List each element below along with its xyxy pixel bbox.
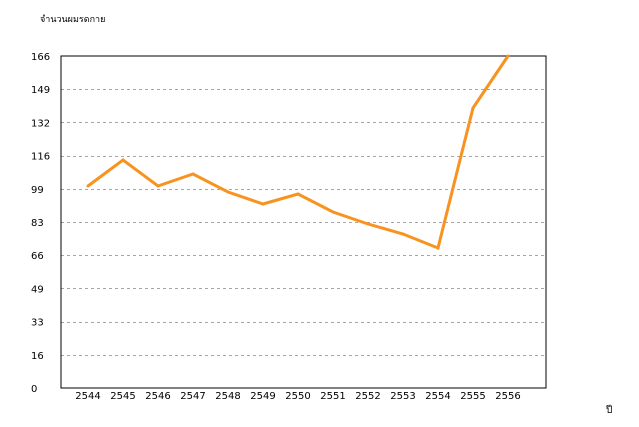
x-tick-label: 2552 — [355, 391, 380, 402]
y-tick-label: 0 — [31, 384, 37, 395]
y-axis-ticks: 0 16 33 49 66 83 99 116 132 149 166 — [31, 52, 50, 395]
y-tick-label: 83 — [31, 218, 44, 229]
data-point — [401, 232, 405, 236]
x-tick-label: 2547 — [180, 391, 205, 402]
y-tick-label: 132 — [31, 118, 50, 129]
data-point — [366, 222, 370, 226]
x-tick-label: 2556 — [495, 391, 520, 402]
y-tick-label: 116 — [31, 152, 50, 163]
data-point — [261, 202, 265, 206]
x-tick-label: 2545 — [110, 391, 135, 402]
y-tick-label: 66 — [31, 251, 44, 262]
plot-area — [60, 55, 547, 389]
data-point — [226, 190, 230, 194]
y-axis-label: จำนวนผมรดกาย — [40, 14, 105, 25]
data-point — [436, 246, 440, 250]
data-point — [296, 192, 300, 196]
gridlines — [61, 89, 546, 356]
x-tick-label: 2554 — [425, 391, 450, 402]
x-tick-label: 2553 — [390, 391, 415, 402]
series-group — [86, 54, 510, 251]
series-line — [87, 55, 510, 251]
x-axis-ticks: 2544 2545 2546 2547 2548 2549 2550 2551 2552 2553… — [75, 391, 520, 402]
x-tick-label: 2546 — [145, 391, 170, 402]
x-tick-label: 2549 — [250, 391, 275, 402]
data-point — [156, 184, 160, 188]
x-tick-label: 2544 — [75, 391, 100, 402]
y-tick-label: 149 — [31, 85, 50, 96]
x-tick-label: 2548 — [215, 391, 240, 402]
y-tick-label: 99 — [31, 185, 44, 196]
data-point — [121, 158, 125, 162]
data-point — [471, 106, 475, 110]
x-tick-label: 2551 — [320, 391, 345, 402]
y-tick-label: 33 — [31, 318, 44, 329]
y-tick-label: 16 — [31, 351, 44, 362]
data-point — [86, 184, 90, 188]
y-tick-label: 49 — [31, 284, 44, 295]
data-point — [331, 210, 335, 214]
y-tick-label: 166 — [31, 52, 50, 63]
x-tick-label: 2550 — [285, 391, 310, 402]
data-point — [191, 172, 195, 176]
x-tick-label: 2555 — [460, 391, 485, 402]
data-point — [506, 54, 510, 58]
x-axis-label: ปี — [605, 404, 612, 416]
